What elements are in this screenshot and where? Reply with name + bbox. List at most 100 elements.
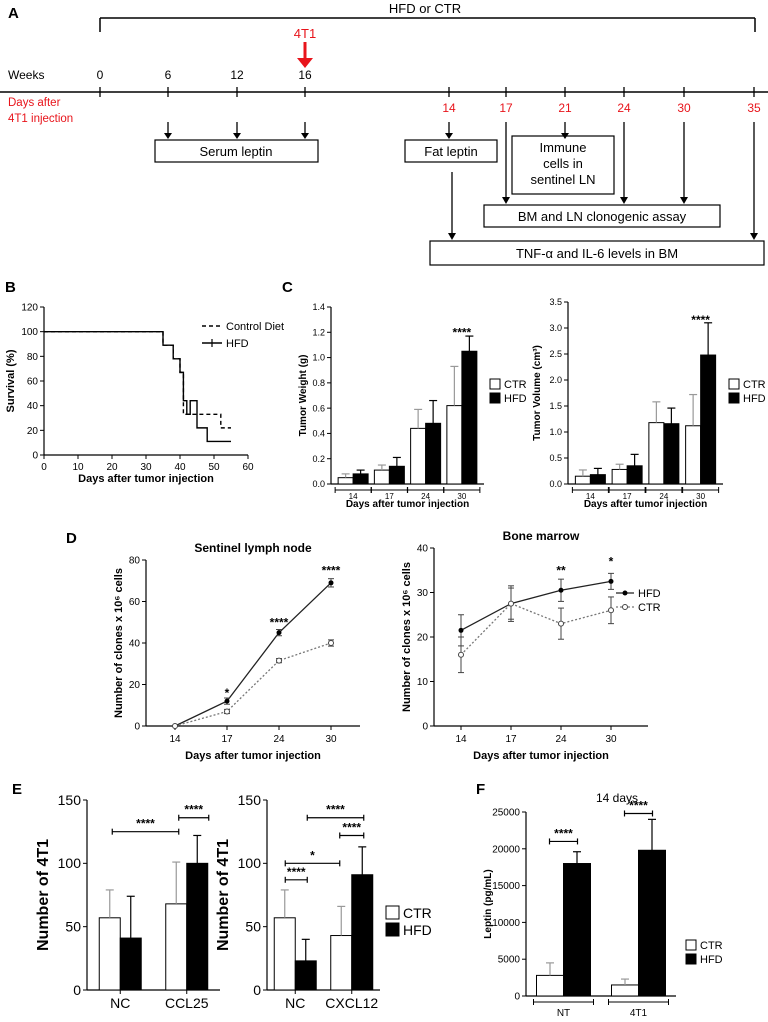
bar-hfd	[589, 474, 606, 485]
category-label: 30	[457, 492, 466, 501]
serum-leptin-box	[154, 139, 319, 163]
bar-hfd	[351, 874, 374, 991]
category-label: 17	[385, 492, 394, 501]
panel-label-d: D	[66, 530, 77, 547]
panel-label-b: B	[5, 279, 16, 296]
data-point-ctr	[558, 620, 564, 627]
data-point-hfd	[224, 698, 230, 704]
y-axis-label: Number of clones x 10⁶ cells	[113, 568, 125, 718]
chart-e1: 0 50 100 150 Number of 4T1 NC CCL25 **** ****	[35, 792, 220, 1011]
category-label: 14	[586, 492, 595, 501]
y-tick-label: 60	[27, 377, 39, 388]
legend-label-hfd: HFD	[504, 393, 527, 405]
x-tick-label: 17	[505, 734, 517, 745]
significance-marker: ****	[270, 615, 289, 629]
y-tick-label: 20	[27, 426, 39, 437]
legend-label-ctr: CTR	[743, 379, 766, 391]
chart-title-f: 14 days	[596, 791, 638, 805]
bar-hfd	[388, 465, 405, 485]
legend-label-hfd: HFD	[700, 954, 723, 966]
bar-ctr	[330, 935, 353, 991]
data-point-hfd	[276, 630, 282, 636]
day-label: 14	[442, 101, 456, 115]
panel-label-e: E	[12, 781, 22, 798]
bar-hfd	[186, 862, 209, 991]
x-tick-label: 50	[208, 462, 220, 473]
bar-ctr	[165, 903, 188, 991]
y-tick-label: 1.2	[312, 327, 325, 337]
immune-label-3: sentinel LN	[530, 172, 595, 187]
x-tick-label: 60	[242, 462, 254, 473]
legend-swatch-ctr	[685, 939, 697, 951]
category-label: CCL25	[165, 995, 209, 1011]
y-tick-label: 0	[253, 982, 261, 998]
x-tick-label: 10	[72, 462, 84, 473]
y-tick-label: 10	[417, 677, 429, 688]
category-label: 17	[623, 492, 632, 501]
days-label-2: 4T1 injection	[8, 113, 73, 125]
bar-ctr	[536, 974, 564, 997]
y-tick-label: 50	[65, 919, 81, 935]
day-label: 24	[617, 101, 631, 115]
day-label: 30	[677, 101, 691, 115]
immune-label-1: Immune	[540, 140, 587, 155]
legend-label-ctr: CTR	[700, 940, 723, 952]
y-tick-label: 20000	[492, 844, 520, 855]
y-tick-label: 0	[134, 722, 140, 733]
y-tick-label: 50	[245, 919, 261, 935]
significance-marker: ****	[453, 325, 472, 339]
bar-ctr	[611, 984, 639, 997]
legend-label-hfd: HFD	[403, 922, 432, 938]
day-label: 21	[558, 101, 572, 115]
week-label: 0	[97, 68, 104, 82]
y-tick-label: 25000	[492, 808, 520, 819]
bar-ctr	[373, 469, 390, 485]
bar-hfd	[461, 350, 478, 485]
y-tick-label: 15000	[492, 881, 520, 892]
y-tick-label: 100	[21, 327, 38, 338]
data-point-ctr	[328, 640, 334, 646]
day-label: 17	[499, 101, 513, 115]
data-point-ctr	[224, 708, 230, 715]
bar-hfd	[638, 849, 666, 997]
x-tick-label: 24	[555, 734, 567, 745]
fat-leptin-box	[404, 139, 498, 163]
y-tick-label: 0.0	[549, 479, 562, 489]
bar-ctr	[337, 477, 354, 485]
y-tick-label: 0	[32, 451, 38, 462]
hfd-ctr-label: HFD or CTR	[389, 1, 461, 16]
chart-c1: 0.0 0.2 0.4 0.6 0.8 1.0 1.2 1.4 Tumor Weight (g)…	[298, 302, 527, 510]
data-point-hfd	[558, 587, 564, 593]
x-tick-label: 17	[221, 734, 233, 745]
category-label: 24	[659, 492, 668, 501]
legend-marker-ctr	[622, 604, 628, 610]
data-point-hfd	[458, 627, 464, 633]
x-tick-label: 20	[106, 462, 118, 473]
bar-hfd	[663, 423, 680, 485]
y-tick-label: 30	[417, 588, 429, 599]
category-label: 24	[421, 492, 430, 501]
y-tick-label: 60	[129, 597, 141, 608]
immune-box	[511, 135, 615, 195]
y-tick-label: 0	[422, 722, 428, 733]
day-label: 35	[747, 101, 761, 115]
significance-marker: **	[556, 563, 566, 577]
series-line-hfd	[460, 580, 612, 631]
y-tick-label: 0.0	[312, 479, 325, 489]
category-label: NC	[110, 995, 130, 1011]
significance-marker: ****	[342, 820, 361, 834]
bar-ctr	[446, 405, 463, 485]
chart-title: Sentinel lymph node	[194, 541, 312, 555]
significance-marker: ****	[629, 798, 648, 812]
bar-ctr	[574, 475, 591, 485]
y-tick-label: 0	[514, 992, 520, 1003]
y-tick-label: 1.0	[312, 353, 325, 363]
data-point-ctr	[172, 723, 178, 729]
legend-swatch-ctr	[385, 905, 400, 920]
y-tick-label: 40	[27, 401, 39, 412]
bar-hfd	[119, 937, 142, 991]
legend-label-ctr: CTR	[504, 379, 527, 391]
